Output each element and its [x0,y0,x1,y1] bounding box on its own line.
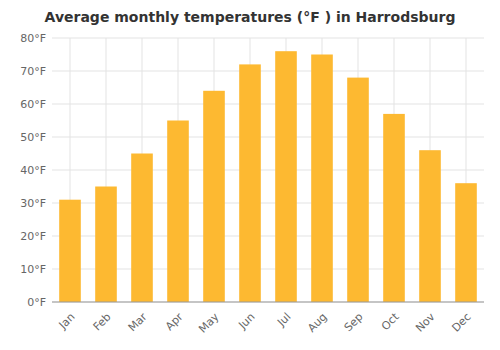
x-tick-label: Jun [236,310,258,332]
bar [95,187,117,303]
y-grid-line [52,104,484,105]
x-axis-line [52,302,484,303]
x-tick-label: Nov [413,310,438,335]
y-tick-label: 70°F [20,65,46,78]
bar [419,150,441,302]
bar [131,154,153,303]
x-tick-label: Feb [91,310,114,333]
y-tick-label: 20°F [20,230,46,243]
bar [203,91,225,302]
y-tick-label: 30°F [20,197,46,210]
y-tick-label: 50°F [20,131,46,144]
x-tick-label: Jul [274,310,293,329]
x-tick-label: May [196,310,222,336]
x-tick-label: Oct [379,310,402,333]
x-tick-label: Aug [305,310,329,334]
bar [239,64,261,302]
bars [59,51,477,302]
y-tick-label: 40°F [20,164,46,177]
bar [167,121,189,303]
x-tick-label: Apr [163,310,186,333]
y-grid-line [52,71,484,72]
bar [311,55,333,303]
bar [383,114,405,302]
x-tick-label: Mar [126,310,150,334]
y-grid-line [52,137,484,138]
x-tick-label: Sep [342,310,366,334]
bar [455,183,477,302]
chart-svg: Average monthly temperatures (°F ) in Ha… [0,0,500,350]
y-grid-line [52,302,484,303]
y-tick-label: 0°F [27,296,46,309]
y-tick-label: 80°F [20,32,46,45]
x-tick-label: Dec [449,310,473,334]
chart-container: Average monthly temperatures (°F ) in Ha… [0,0,500,350]
y-grid-line [52,38,484,39]
y-tick-label: 60°F [20,98,46,111]
grid [52,38,484,302]
chart-title: Average monthly temperatures (°F ) in Ha… [45,9,456,25]
bar [59,200,81,302]
x-tick-label: Jan [56,310,78,332]
bar [347,78,369,302]
bar [275,51,297,302]
y-tick-label: 10°F [20,263,46,276]
